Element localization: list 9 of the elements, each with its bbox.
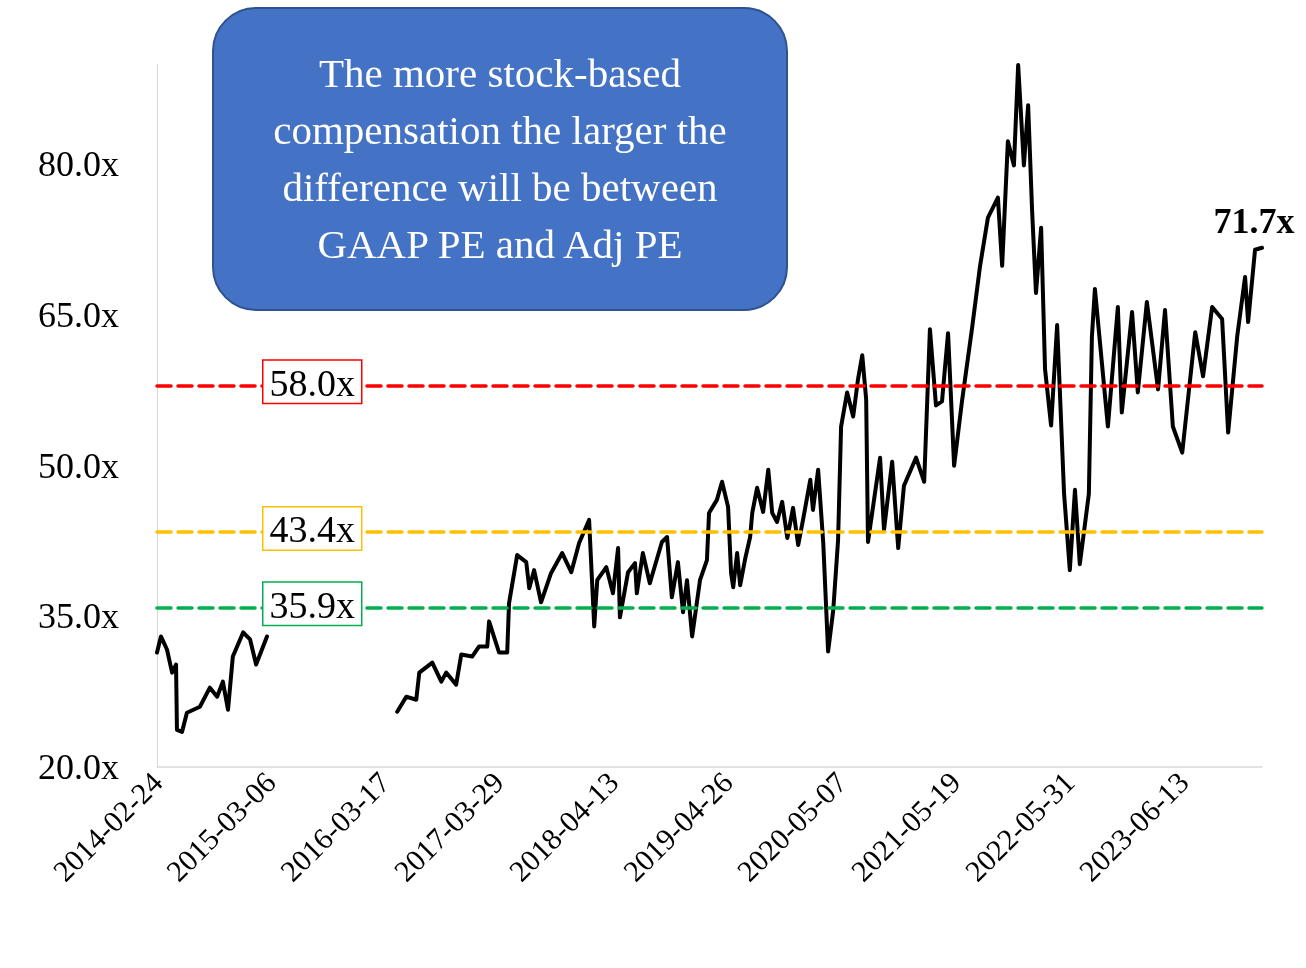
y-tick-label: 50.0x — [38, 445, 119, 486]
callout-box: The more stock-based compensation the larger the difference will be between GAAP PE and Adj PE — [212, 7, 788, 311]
y-tick-label: 35.0x — [38, 596, 119, 637]
ref-line-label: 43.4x — [269, 508, 355, 551]
y-tick-label: 80.0x — [38, 144, 119, 185]
y-tick-label: 65.0x — [38, 295, 119, 336]
ref-line-label: 58.0x — [269, 361, 355, 404]
ref-line-label: 35.9x — [269, 583, 355, 626]
data-label: 71.7x — [1213, 200, 1295, 241]
